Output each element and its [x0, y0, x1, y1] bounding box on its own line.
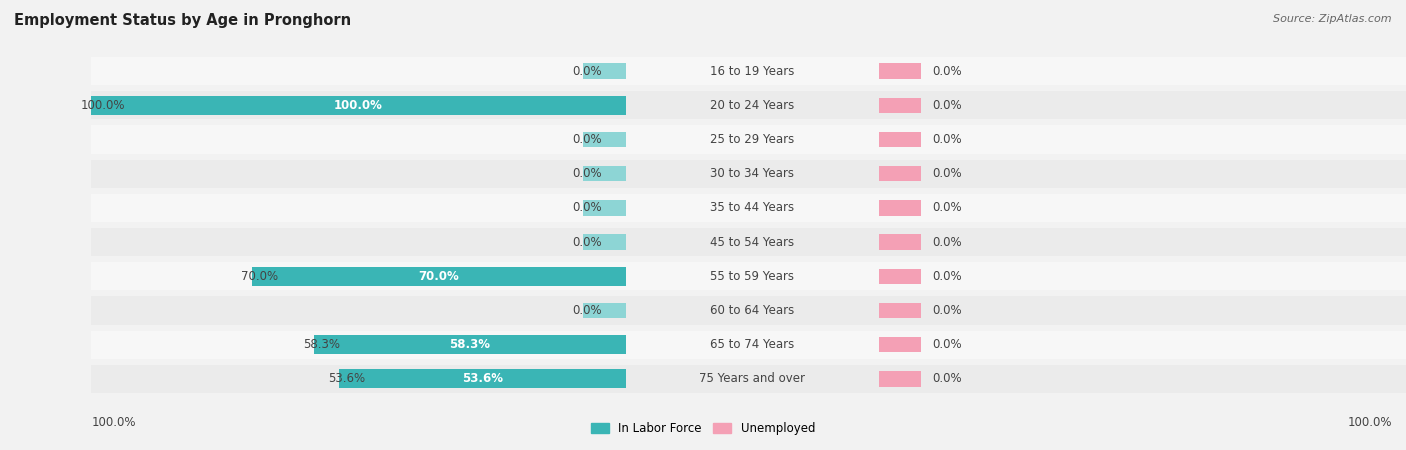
Bar	[0, 365, 1406, 393]
Bar	[0, 160, 1406, 188]
Bar	[879, 371, 921, 387]
Text: Source: ZipAtlas.com: Source: ZipAtlas.com	[1274, 14, 1392, 23]
Bar	[0, 228, 1406, 256]
Bar	[0, 126, 1406, 153]
Bar	[0, 57, 1406, 85]
Text: 0.0%: 0.0%	[572, 202, 602, 214]
Bar	[583, 63, 626, 79]
Bar	[879, 337, 921, 352]
Bar	[879, 200, 921, 216]
Bar	[879, 269, 921, 284]
Text: 100.0%: 100.0%	[91, 417, 136, 429]
Bar	[0, 228, 1406, 256]
Bar	[0, 262, 1406, 290]
Text: 100.0%: 100.0%	[80, 99, 125, 112]
Bar	[0, 160, 1406, 188]
Text: 0.0%: 0.0%	[572, 167, 602, 180]
Bar	[879, 132, 921, 147]
Bar	[0, 297, 1406, 324]
Text: 35 to 44 Years: 35 to 44 Years	[710, 202, 794, 214]
Text: 0.0%: 0.0%	[932, 202, 962, 214]
Bar	[879, 234, 921, 250]
Bar	[91, 96, 626, 115]
Bar	[0, 331, 1406, 359]
Text: 53.6%: 53.6%	[463, 373, 503, 385]
Text: 0.0%: 0.0%	[932, 167, 962, 180]
Text: 0.0%: 0.0%	[572, 304, 602, 317]
Text: 30 to 34 Years: 30 to 34 Years	[710, 167, 794, 180]
Bar	[0, 365, 1406, 393]
Bar	[0, 262, 1406, 290]
Text: Employment Status by Age in Pronghorn: Employment Status by Age in Pronghorn	[14, 14, 352, 28]
Bar	[0, 57, 1406, 85]
Text: 0.0%: 0.0%	[932, 65, 962, 77]
Bar	[0, 194, 1406, 222]
Bar	[583, 132, 626, 147]
Text: 0.0%: 0.0%	[932, 236, 962, 248]
Text: 25 to 29 Years: 25 to 29 Years	[710, 133, 794, 146]
Text: 70.0%: 70.0%	[419, 270, 458, 283]
Text: 0.0%: 0.0%	[932, 99, 962, 112]
Text: 60 to 64 Years: 60 to 64 Years	[710, 304, 794, 317]
Bar	[0, 331, 1406, 359]
Bar	[0, 126, 1406, 153]
Bar	[0, 91, 1406, 119]
Text: 0.0%: 0.0%	[572, 65, 602, 77]
Bar	[0, 194, 1406, 222]
Bar	[0, 91, 1406, 119]
Text: 0.0%: 0.0%	[932, 338, 962, 351]
Text: 65 to 74 Years: 65 to 74 Years	[710, 338, 794, 351]
Bar	[0, 126, 1406, 153]
Text: 100.0%: 100.0%	[1347, 417, 1392, 429]
Text: 20 to 24 Years: 20 to 24 Years	[710, 99, 794, 112]
Bar	[0, 194, 1406, 222]
Bar	[0, 331, 1406, 359]
Bar	[0, 262, 1406, 290]
Text: 16 to 19 Years: 16 to 19 Years	[710, 65, 794, 77]
Bar	[879, 303, 921, 318]
Bar	[0, 160, 1406, 188]
Bar	[583, 200, 626, 216]
Text: 53.6%: 53.6%	[329, 373, 366, 385]
Bar	[0, 365, 1406, 393]
Text: 0.0%: 0.0%	[932, 133, 962, 146]
Bar	[0, 57, 1406, 85]
Text: 0.0%: 0.0%	[572, 236, 602, 248]
Text: 55 to 59 Years: 55 to 59 Years	[710, 270, 794, 283]
Text: 0.0%: 0.0%	[932, 373, 962, 385]
Bar	[583, 234, 626, 250]
Text: 0.0%: 0.0%	[932, 304, 962, 317]
Text: 58.3%: 58.3%	[450, 338, 491, 351]
Bar	[0, 91, 1406, 119]
Text: 75 Years and over: 75 Years and over	[699, 373, 806, 385]
Bar	[879, 63, 921, 79]
Bar	[339, 369, 626, 388]
Text: 100.0%: 100.0%	[335, 99, 382, 112]
Bar	[0, 228, 1406, 256]
Bar	[583, 303, 626, 318]
Legend: In Labor Force, Unemployed: In Labor Force, Unemployed	[586, 417, 820, 440]
Bar	[252, 267, 626, 286]
Bar	[583, 166, 626, 181]
Text: 70.0%: 70.0%	[240, 270, 278, 283]
Bar	[879, 98, 921, 113]
Text: 0.0%: 0.0%	[572, 133, 602, 146]
Text: 45 to 54 Years: 45 to 54 Years	[710, 236, 794, 248]
Text: 0.0%: 0.0%	[932, 270, 962, 283]
Bar	[314, 335, 626, 354]
Bar	[0, 297, 1406, 324]
Bar	[0, 297, 1406, 324]
Bar	[879, 166, 921, 181]
Text: 58.3%: 58.3%	[304, 338, 340, 351]
